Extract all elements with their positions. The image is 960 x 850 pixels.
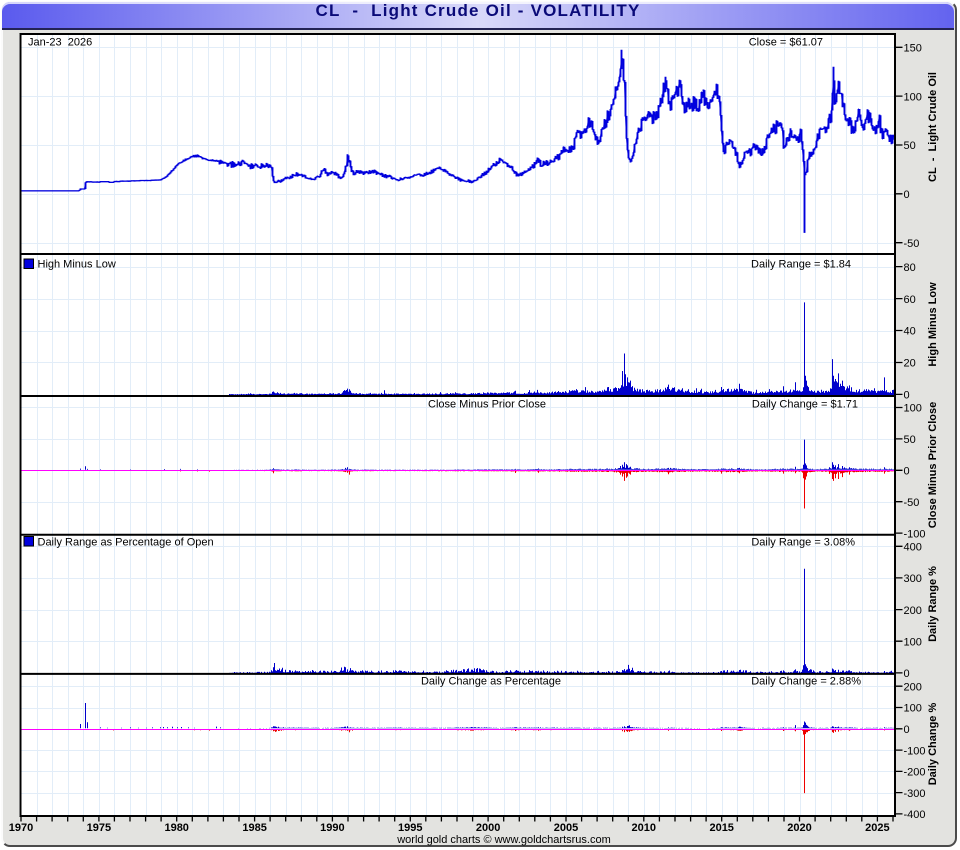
svg-text:150: 150	[904, 43, 922, 55]
svg-text:Daily Change = 2.88%: Daily Change = 2.88%	[751, 676, 861, 688]
svg-text:world gold charts © www.goldch: world gold charts © www.goldchartsrus.co…	[396, 834, 611, 846]
svg-text:-50: -50	[904, 497, 920, 509]
svg-text:-400: -400	[904, 809, 926, 821]
svg-text:Daily Change %: Daily Change %	[927, 703, 939, 786]
svg-text:Close = $61.07: Close = $61.07	[749, 37, 823, 49]
svg-text:2010: 2010	[632, 822, 656, 834]
svg-text:0: 0	[904, 189, 910, 201]
svg-text:1970: 1970	[9, 822, 33, 834]
svg-text:50: 50	[904, 434, 916, 446]
svg-text:Daily Range %: Daily Range %	[927, 566, 939, 642]
svg-text:40: 40	[904, 326, 916, 338]
svg-text:Close Minus Prior Close: Close Minus Prior Close	[428, 399, 546, 411]
svg-text:1985: 1985	[242, 822, 266, 834]
svg-text:1975: 1975	[87, 822, 111, 834]
svg-text:60: 60	[904, 294, 916, 306]
svg-text:100: 100	[904, 703, 922, 715]
svg-text:200: 200	[904, 605, 922, 617]
svg-text:200: 200	[904, 681, 922, 693]
svg-text:Close Minus Prior Close: Close Minus Prior Close	[927, 402, 939, 529]
svg-text:300: 300	[904, 573, 922, 585]
svg-text:Daily Range as Percentage of O: Daily Range as Percentage of Open	[38, 537, 214, 549]
svg-text:1990: 1990	[320, 822, 344, 834]
svg-text:-100: -100	[904, 745, 926, 757]
svg-text:2005: 2005	[554, 822, 578, 834]
svg-text:-200: -200	[904, 767, 926, 779]
svg-text:-50: -50	[904, 238, 920, 250]
svg-text:1980: 1980	[164, 822, 188, 834]
svg-text:Jan-23 2026: Jan-23 2026	[28, 37, 92, 49]
svg-text:2020: 2020	[787, 822, 811, 834]
svg-text:Daily Change as Percentage: Daily Change as Percentage	[421, 676, 561, 688]
svg-text:0: 0	[904, 668, 910, 680]
svg-text:100: 100	[904, 636, 922, 648]
svg-text:1995: 1995	[398, 822, 422, 834]
svg-text:100: 100	[904, 91, 922, 103]
svg-text:400: 400	[904, 542, 922, 554]
svg-text:2015: 2015	[709, 822, 733, 834]
svg-text:0: 0	[904, 724, 910, 736]
svg-text:-300: -300	[904, 788, 926, 800]
svg-text:100: 100	[904, 403, 922, 415]
svg-text:-100: -100	[904, 528, 926, 540]
svg-text:0: 0	[904, 466, 910, 478]
svg-text:0: 0	[904, 390, 910, 402]
svg-text:80: 80	[904, 262, 916, 274]
svg-text:20: 20	[904, 358, 916, 370]
svg-text:Daily Range = 3.08%: Daily Range = 3.08%	[751, 537, 855, 549]
svg-text:2025: 2025	[865, 822, 889, 834]
svg-text:50: 50	[904, 140, 916, 152]
svg-text:CL - Light Crude Oil: CL - Light Crude Oil	[927, 72, 939, 182]
svg-text:2000: 2000	[476, 822, 500, 834]
svg-text:Daily Change = $1.71: Daily Change = $1.71	[752, 399, 858, 411]
svg-text:Daily Range = $1.84: Daily Range = $1.84	[751, 259, 851, 271]
svg-text:High Minus Low: High Minus Low	[927, 282, 939, 367]
svg-text:High Minus Low: High Minus Low	[38, 259, 116, 271]
